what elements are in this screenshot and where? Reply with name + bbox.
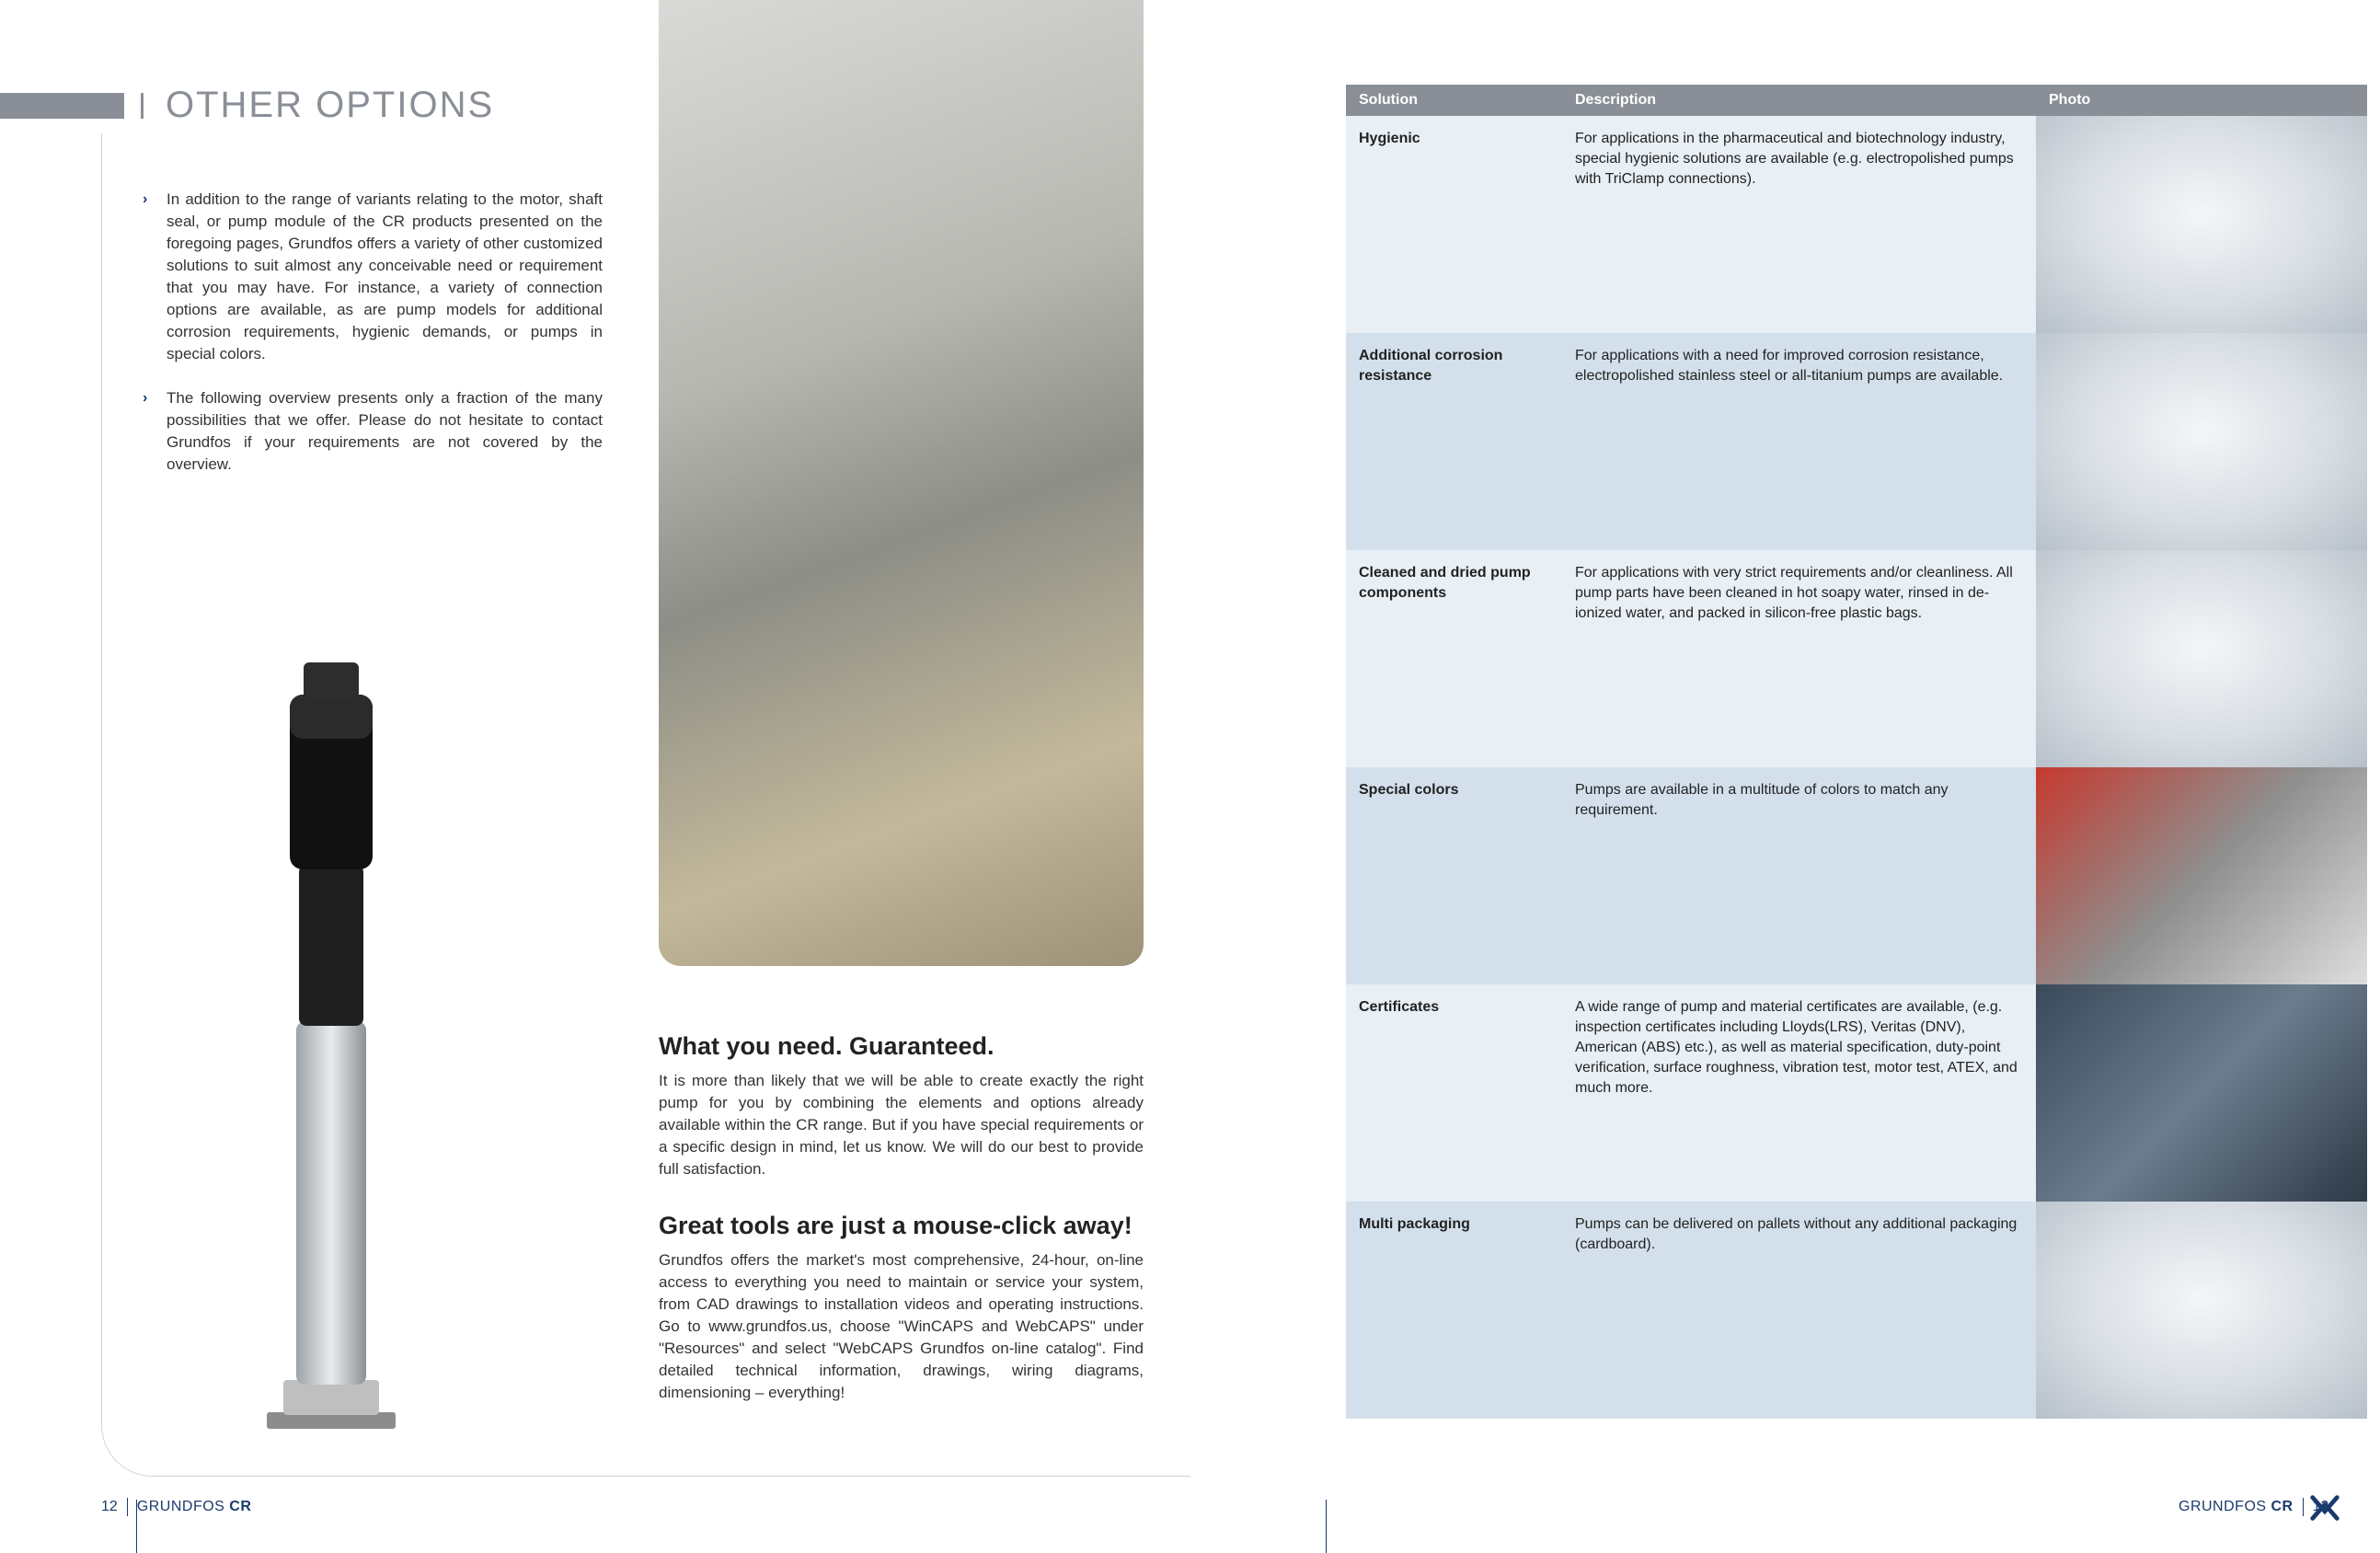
photo-placeholder [2036,984,2367,1202]
solution-photo [2036,550,2367,767]
footer-brand-bold: CR [2271,1499,2294,1514]
title-bar: OTHER OPTIONS [0,85,494,126]
solution-description: A wide range of pump and material certif… [1562,984,2036,1202]
table-header-solution: Solution [1346,85,1562,116]
solution-photo [2036,1202,2367,1419]
intro-paragraph: In addition to the range of variants rel… [167,189,603,365]
page-spread: OTHER OPTIONS › In addition to the range… [0,0,2380,1553]
footer-brand-prefix: GRUNDFOS [137,1499,230,1514]
footer-divider [2303,1498,2304,1516]
product-pump-image [212,626,451,1435]
footer-brand-bold: CR [229,1499,251,1514]
title-divider [141,93,144,119]
solution-description: For applications in the pharmaceutical a… [1562,116,2036,333]
section-heading: What you need. Guaranteed. [659,1032,1144,1061]
solution-description: Pumps are available in a multitude of co… [1562,767,2036,984]
solution-description: For applications with very strict requir… [1562,550,2036,767]
intro-paragraph: The following overview presents only a f… [167,387,603,476]
page-right: Solution Description Photo HygienicFor a… [1190,0,2379,1553]
grundfos-logo-icon [2307,1490,2342,1525]
table-header-photo: Photo [2036,85,2367,116]
page-footer-left: 12 GRUNDFOS CR [101,1498,251,1516]
page-title: OTHER OPTIONS [166,85,494,126]
photo-placeholder [2036,116,2367,333]
section-body: Grundfos offers the market's most compre… [659,1249,1144,1404]
table-row: Additional corrosion resistanceFor appli… [1346,333,2367,550]
footer-divider [127,1498,128,1516]
intro-bullet: › The following overview presents only a… [143,387,603,476]
intro-column: › In addition to the range of variants r… [143,189,603,498]
page-left: OTHER OPTIONS › In addition to the range… [0,0,1190,1553]
solution-description: Pumps can be delivered on pallets withou… [1562,1202,2036,1419]
table-row: Cleaned and dried pump componentsFor app… [1346,550,2367,767]
table-header-description: Description [1562,85,2036,116]
footer-brand: GRUNDFOS CR [2179,1499,2294,1515]
solution-name: Certificates [1346,984,1562,1202]
photo-placeholder [2036,550,2367,767]
photo-placeholder [2036,767,2367,984]
footer-brand-prefix: GRUNDFOS [2179,1499,2271,1514]
right-text-column: What you need. Guaranteed. It is more th… [659,1032,1144,1435]
solution-name: Hygienic [1346,116,1562,333]
solution-name: Multi packaging [1346,1202,1562,1419]
solution-photo [2036,767,2367,984]
solution-name: Cleaned and dried pump components [1346,550,1562,767]
industrial-photo [659,0,1144,966]
table-header-row: Solution Description Photo [1346,85,2367,116]
table-row: CertificatesA wide range of pump and mat… [1346,984,2367,1202]
solution-photo [2036,116,2367,333]
solution-name: Special colors [1346,767,1562,984]
chevron-right-icon: › [143,387,155,476]
solution-description: For applications with a need for improve… [1562,333,2036,550]
table-row: HygienicFor applications in the pharmace… [1346,116,2367,333]
photo-placeholder [2036,1202,2367,1419]
footer-rule [1326,1500,1327,1553]
page-footer-right: GRUNDFOS CR 13 [2179,1498,2328,1516]
page-number: 12 [101,1499,118,1515]
chevron-right-icon: › [143,189,155,365]
footer-brand: GRUNDFOS CR [137,1499,252,1515]
solution-photo [2036,333,2367,550]
footer-rule [136,1500,137,1553]
section-heading: Great tools are just a mouse-click away! [659,1212,1144,1240]
table-row: Multi packagingPumps can be delivered on… [1346,1202,2367,1419]
table-row: Special colorsPumps are available in a m… [1346,767,2367,984]
solution-name: Additional corrosion resistance [1346,333,1562,550]
title-accent-bar [0,93,124,119]
solutions-table: Solution Description Photo HygienicFor a… [1346,85,2367,1419]
solution-photo [2036,984,2367,1202]
intro-bullet: › In addition to the range of variants r… [143,189,603,365]
section-body: It is more than likely that we will be a… [659,1070,1144,1180]
photo-placeholder [2036,333,2367,550]
